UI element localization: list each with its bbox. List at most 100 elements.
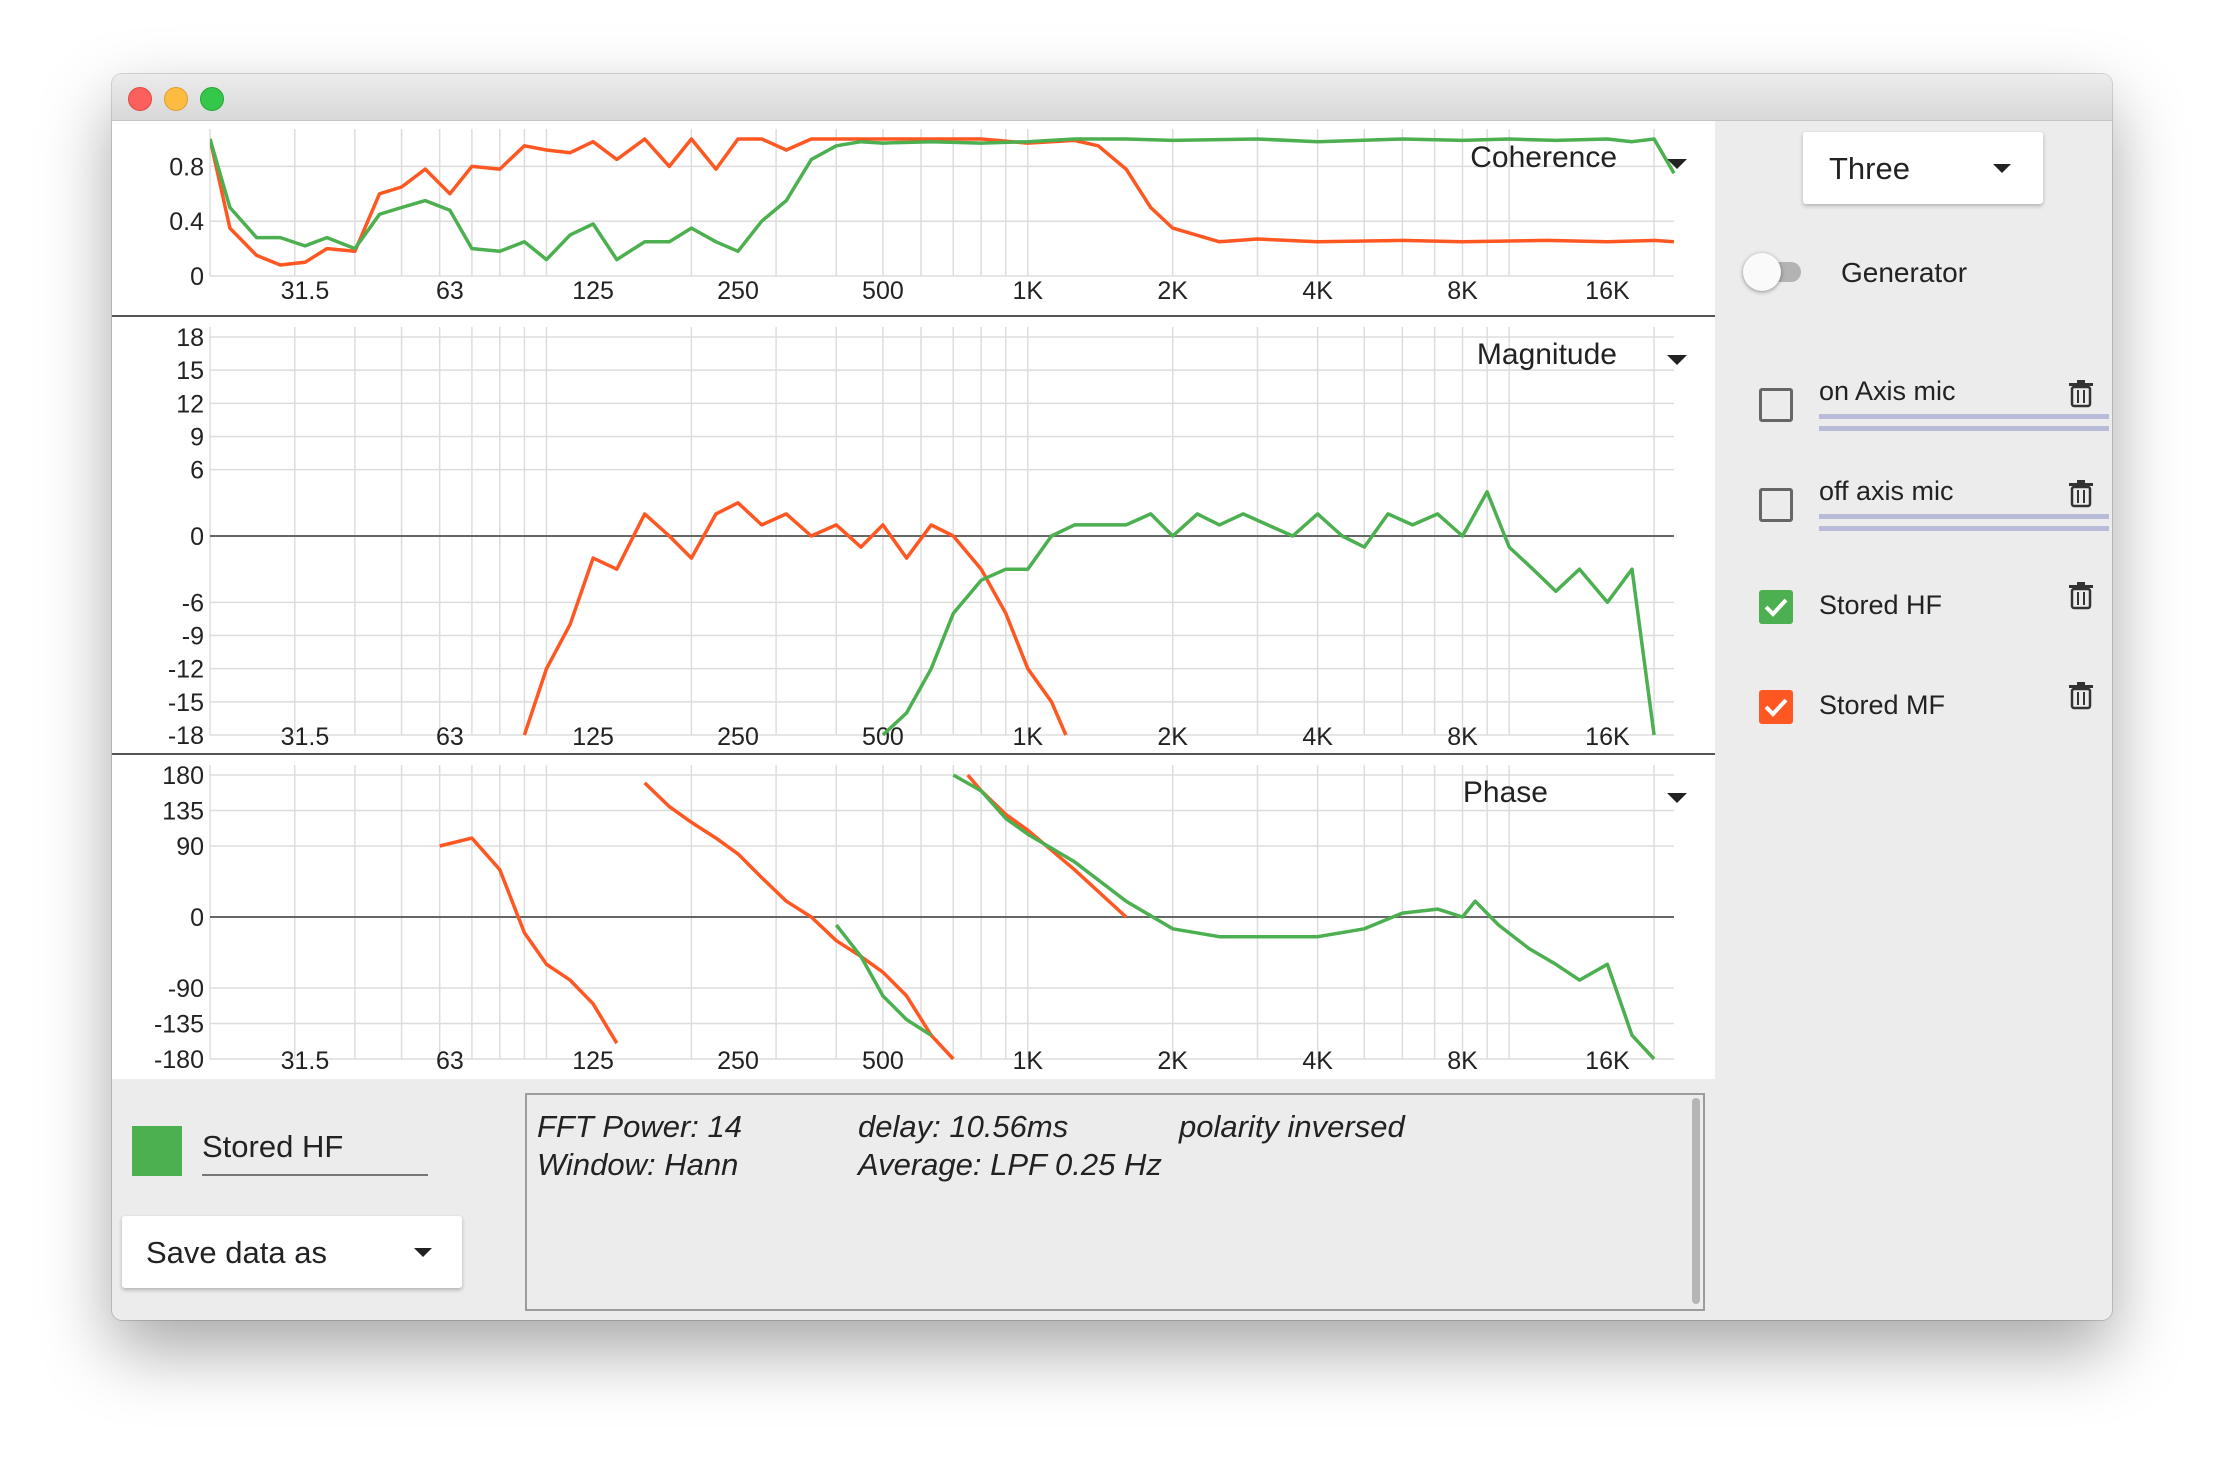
chevron-down-icon: [414, 1248, 432, 1257]
grid-lines: [209, 327, 1674, 736]
trash-icon[interactable]: [2069, 380, 2093, 408]
y-tick-label: 90: [176, 833, 204, 861]
source-checkbox[interactable]: [1759, 590, 1793, 624]
checkmark-icon: [1764, 598, 1788, 617]
phase-title: Phase: [1463, 776, 1548, 809]
source-checkbox[interactable]: [1759, 388, 1793, 422]
x-tick-label: 2K: [1157, 723, 1188, 751]
info-polarity: polarity inversed: [1179, 1109, 1405, 1144]
y-tick-label: -135: [154, 1011, 204, 1039]
x-tick-label: 125: [572, 723, 614, 751]
series-line-stored-hf: [881, 490, 1656, 737]
y-tick-label: 0: [190, 523, 204, 551]
sidebar: Three Generator on Axis mic off axis m: [1715, 120, 2112, 1320]
x-tick-label: 4K: [1302, 1047, 1333, 1075]
source-item-stored-mf[interactable]: Stored MF: [1715, 672, 2112, 752]
x-tick-label: 4K: [1302, 723, 1333, 751]
y-tick-label: 6: [190, 457, 204, 485]
source-underline: [1819, 414, 2109, 419]
y-tick-label: -15: [168, 689, 204, 717]
checkmark-icon: [1764, 698, 1788, 717]
close-window-button[interactable]: [128, 87, 152, 111]
source-name[interactable]: Stored HF: [1819, 590, 1943, 620]
magnitude-title: Magnitude: [1477, 338, 1617, 371]
y-tick-label: 9: [190, 424, 204, 452]
source-item-off-axis-mic[interactable]: off axis mic: [1715, 470, 2112, 550]
x-tick-label: 250: [717, 1047, 759, 1075]
coherence-menu-icon[interactable]: [1667, 159, 1687, 169]
x-tick-label: 63: [436, 1047, 464, 1075]
y-tick-label: 135: [162, 798, 204, 826]
phase-chart: Phase 180 135 90 0 -90 -135 -180 31.5 63 125 250 50…: [154, 762, 1687, 1075]
maximize-window-button[interactable]: [200, 87, 224, 111]
x-tick-label: 2K: [1157, 1047, 1188, 1075]
source-checkbox[interactable]: [1759, 488, 1793, 522]
info-scrollbar[interactable]: [1692, 1098, 1700, 1304]
save-data-label: Save data as: [146, 1235, 327, 1270]
x-tick-label: 500: [862, 277, 904, 305]
trash-icon[interactable]: [2069, 582, 2093, 610]
info-fft-power: FFT Power: 14: [537, 1109, 742, 1144]
x-tick-label: 8K: [1447, 1047, 1478, 1075]
source-name[interactable]: off axis mic: [1819, 476, 1954, 506]
coherence-chart: Coherence 0.8 0.4 0 31.5 63 125 250 500 1K 2K 4K 8K…: [169, 129, 1687, 305]
source-name[interactable]: on Axis mic: [1819, 376, 1956, 406]
source-item-on-axis-mic[interactable]: on Axis mic: [1715, 370, 2112, 450]
info-average: Average: LPF 0.25 Hz: [858, 1147, 1162, 1182]
y-tick-label: -6: [182, 589, 204, 617]
x-tick-label: 125: [572, 1047, 614, 1075]
series-line-stored-hf: [834, 773, 1656, 1061]
source-name[interactable]: Stored MF: [1819, 690, 1946, 720]
coherence-title: Coherence: [1470, 141, 1617, 174]
phase-menu-icon[interactable]: [1667, 793, 1687, 803]
grid-lines: [209, 765, 1674, 1060]
y-tick-label: 0.4: [169, 208, 204, 236]
x-tick-label: 1K: [1013, 1047, 1044, 1075]
y-tick-label: -180: [154, 1046, 204, 1074]
x-tick-label: 16K: [1585, 1047, 1630, 1075]
trash-icon[interactable]: [2069, 480, 2093, 508]
display-mode-dropdown[interactable]: Three: [1803, 132, 2043, 204]
minimize-window-button[interactable]: [164, 87, 188, 111]
series-line-stored-mf: [210, 137, 1675, 267]
x-tick-label: 31.5: [281, 277, 330, 305]
generator-toggle[interactable]: [1743, 253, 1803, 291]
source-item-stored-hf[interactable]: Stored HF: [1715, 572, 2112, 652]
x-tick-label: 125: [572, 277, 614, 305]
x-tick-label: 4K: [1302, 277, 1333, 305]
toggle-knob: [1743, 253, 1781, 291]
y-tick-label: 0: [190, 904, 204, 932]
selected-source-underline: [202, 1174, 428, 1176]
selected-source-name[interactable]: Stored HF: [202, 1129, 344, 1164]
x-tick-label: 500: [862, 1047, 904, 1075]
y-tick-label: -9: [182, 623, 204, 651]
title-bar: [112, 74, 2112, 121]
x-tick-label: 1K: [1013, 277, 1044, 305]
app-window: Coherence 0.8 0.4 0 31.5 63 125 250 500 1K 2K 4K 8K…: [112, 74, 2112, 1320]
trash-icon[interactable]: [2069, 682, 2093, 710]
selected-source-color-swatch[interactable]: [132, 1126, 182, 1176]
magnitude-chart: Magnitude 18 15 12 9 6 0 -6 -9 -12 -15 -18 31.5 63 12…: [168, 324, 1687, 751]
x-tick-label: 16K: [1585, 723, 1630, 751]
y-tick-label: -18: [168, 722, 204, 750]
coherence-plot[interactable]: Coherence 0.8 0.4 0 31.5 63 125 250 500 1K 2K 4K 8K…: [112, 121, 1715, 317]
display-mode-value: Three: [1829, 151, 1910, 186]
x-tick-label: 2K: [1157, 277, 1188, 305]
grid-lines: [209, 129, 1674, 277]
info-window: Window: Hann: [537, 1147, 739, 1182]
x-tick-label: 250: [717, 277, 759, 305]
chevron-down-icon: [1993, 164, 2011, 173]
x-tick-label: 63: [436, 723, 464, 751]
y-tick-label: 0: [190, 263, 204, 291]
source-checkbox[interactable]: [1759, 690, 1793, 724]
y-tick-label: 0.8: [169, 153, 204, 181]
phase-plot[interactable]: Phase 180 135 90 0 -90 -135 -180 31.5 63 125 250 50…: [112, 755, 1715, 1079]
series-line-stored-mf: [522, 501, 1068, 736]
magnitude-menu-icon[interactable]: [1667, 355, 1687, 365]
y-tick-label: 180: [162, 762, 204, 790]
x-tick-label: 63: [436, 277, 464, 305]
save-data-dropdown[interactable]: Save data as: [122, 1216, 462, 1288]
y-tick-label: 18: [176, 324, 204, 352]
magnitude-plot[interactable]: Magnitude 18 15 12 9 6 0 -6 -9 -12 -15 -18 31.5 63 12…: [112, 317, 1715, 755]
x-tick-label: 8K: [1447, 277, 1478, 305]
